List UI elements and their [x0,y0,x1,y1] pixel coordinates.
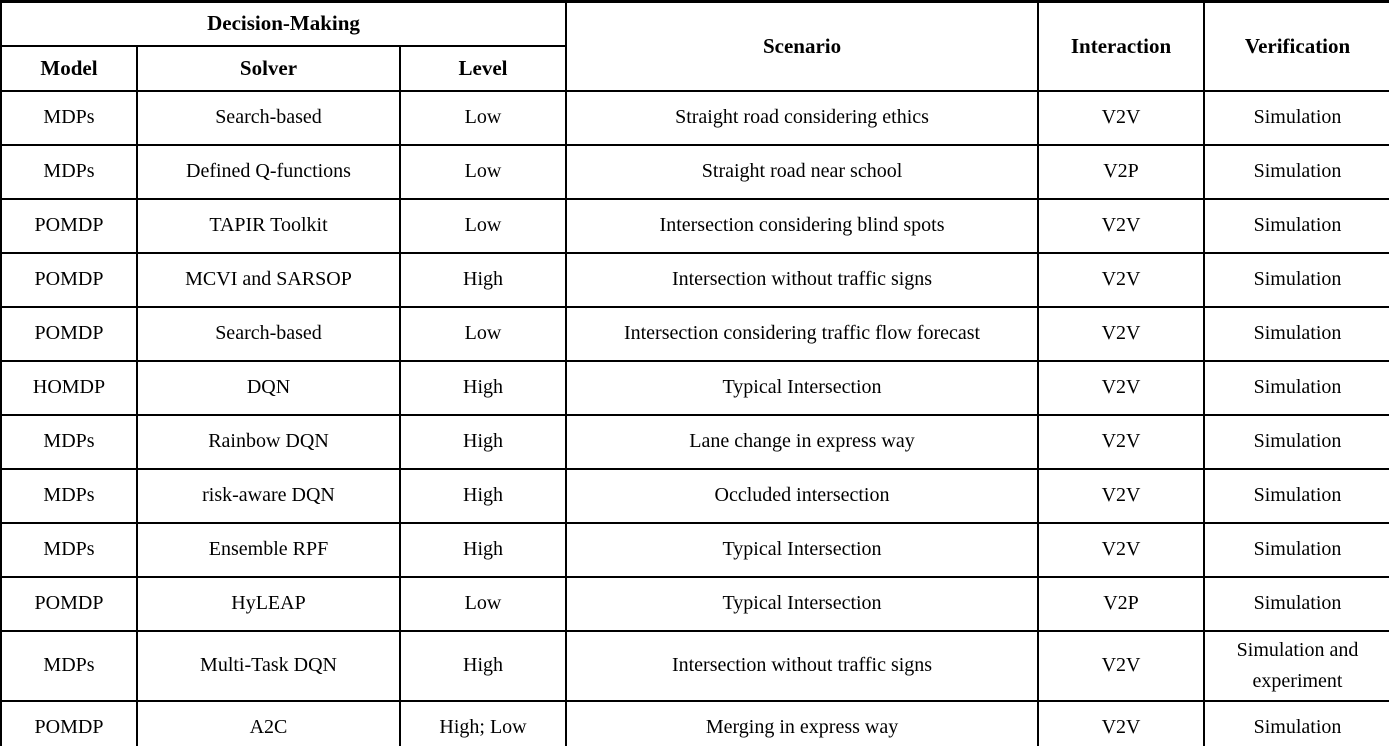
cell-solver: MCVI and SARSOP [136,251,400,308]
table-row: MDPs Multi-Task DQN High Intersection wi… [0,629,1389,702]
cell-scenario: Intersection without traffic signs [565,629,1039,702]
header-scenario: Scenario [565,0,1039,92]
cell-interaction: V2V [1037,629,1205,702]
cell-verification: Simulation [1203,89,1389,146]
header-model: Model [0,44,137,92]
cell-solver: Search-based [136,89,400,146]
table-body: MDPs Search-based Low Straight road cons… [0,89,1389,746]
cell-scenario: Intersection considering traffic flow fo… [565,305,1039,362]
table-row: MDPs Defined Q-functions Low Straight ro… [0,143,1389,200]
cell-level: Low [398,143,567,200]
cell-interaction: V2V [1037,467,1205,524]
cell-level: Low [398,305,567,362]
cell-solver: HyLEAP [136,575,400,632]
table-row: HOMDP DQN High Typical Intersection V2V … [0,359,1389,416]
cell-scenario: Occluded intersection [565,467,1039,524]
cell-solver: Search-based [136,305,400,362]
cell-model: POMDP [0,575,137,632]
cell-scenario: Straight road considering ethics [565,89,1039,146]
cell-level: High [398,251,567,308]
table-row: MDPs Ensemble RPF High Typical Intersect… [0,521,1389,578]
cell-verification: Simulation [1203,305,1389,362]
cell-scenario: Straight road near school [565,143,1039,200]
cell-verification: Simulation [1203,413,1389,470]
cell-verification: Simulation [1203,359,1389,416]
cell-scenario: Lane change in express way [565,413,1039,470]
cell-solver: risk-aware DQN [136,467,400,524]
table-row: MDPs risk-aware DQN High Occluded inters… [0,467,1389,524]
cell-level: Low [398,89,567,146]
cell-verification: Simulation [1203,521,1389,578]
cell-level: High [398,413,567,470]
cell-model: MDPs [0,467,137,524]
table-row: POMDP Search-based Low Intersection cons… [0,305,1389,362]
table-row: POMDP A2C High; Low Merging in express w… [0,699,1389,746]
cell-scenario: Typical Intersection [565,521,1039,578]
cell-solver: TAPIR Toolkit [136,197,400,254]
cell-scenario: Merging in express way [565,699,1039,746]
cell-scenario: Intersection without traffic signs [565,251,1039,308]
header-row-sub: Model Solver Level [0,44,1389,92]
cell-model: MDPs [0,89,137,146]
header-decision-making: Decision-Making [0,0,567,47]
cell-level: Low [398,575,567,632]
cell-interaction: V2V [1037,413,1205,470]
cell-interaction: V2V [1037,359,1205,416]
header-verification: Verification [1203,0,1389,92]
cell-level: High; Low [398,699,567,746]
cell-verification: Simulation [1203,197,1389,254]
cell-interaction: V2P [1037,143,1205,200]
cell-model: HOMDP [0,359,137,416]
table-row: MDPs Rainbow DQN High Lane change in exp… [0,413,1389,470]
cell-model: MDPs [0,413,137,470]
cell-verification: Simulation [1203,467,1389,524]
cell-model: POMDP [0,197,137,254]
cell-solver: Defined Q-functions [136,143,400,200]
table-row: POMDP TAPIR Toolkit Low Intersection con… [0,197,1389,254]
cell-interaction: V2V [1037,89,1205,146]
cell-level: High [398,629,567,702]
cell-model: POMDP [0,699,137,746]
cell-solver: Multi-Task DQN [136,629,400,702]
cell-level: High [398,467,567,524]
cell-model: MDPs [0,521,137,578]
table-header: Decision-Making Scenario Interaction Ver… [0,0,1389,92]
table-row: MDPs Search-based Low Straight road cons… [0,89,1389,146]
cell-verification: Simulation and experiment [1203,629,1389,702]
cell-model: MDPs [0,143,137,200]
table-row: POMDP HyLEAP Low Typical Intersection V2… [0,575,1389,632]
cell-interaction: V2V [1037,699,1205,746]
cell-solver: Ensemble RPF [136,521,400,578]
cell-model: MDPs [0,629,137,702]
cell-solver: DQN [136,359,400,416]
header-solver: Solver [136,44,400,92]
cell-interaction: V2V [1037,521,1205,578]
header-row-group: Decision-Making Scenario Interaction Ver… [0,0,1389,92]
cell-model: POMDP [0,305,137,362]
cell-scenario: Intersection considering blind spots [565,197,1039,254]
cell-scenario: Typical Intersection [565,359,1039,416]
header-interaction: Interaction [1037,0,1205,92]
cell-interaction: V2V [1037,305,1205,362]
cell-scenario: Typical Intersection [565,575,1039,632]
cell-solver: A2C [136,699,400,746]
cell-solver: Rainbow DQN [136,413,400,470]
cell-verification: Simulation [1203,143,1389,200]
cell-verification: Simulation [1203,699,1389,746]
cell-verification: Simulation [1203,575,1389,632]
cell-interaction: V2P [1037,575,1205,632]
cell-verification: Simulation [1203,251,1389,308]
cell-model: POMDP [0,251,137,308]
cell-level: High [398,359,567,416]
cell-interaction: V2V [1037,197,1205,254]
cell-interaction: V2V [1037,251,1205,308]
table-row: POMDP MCVI and SARSOP High Intersection … [0,251,1389,308]
cell-level: Low [398,197,567,254]
cell-level: High [398,521,567,578]
header-level: Level [398,44,567,92]
